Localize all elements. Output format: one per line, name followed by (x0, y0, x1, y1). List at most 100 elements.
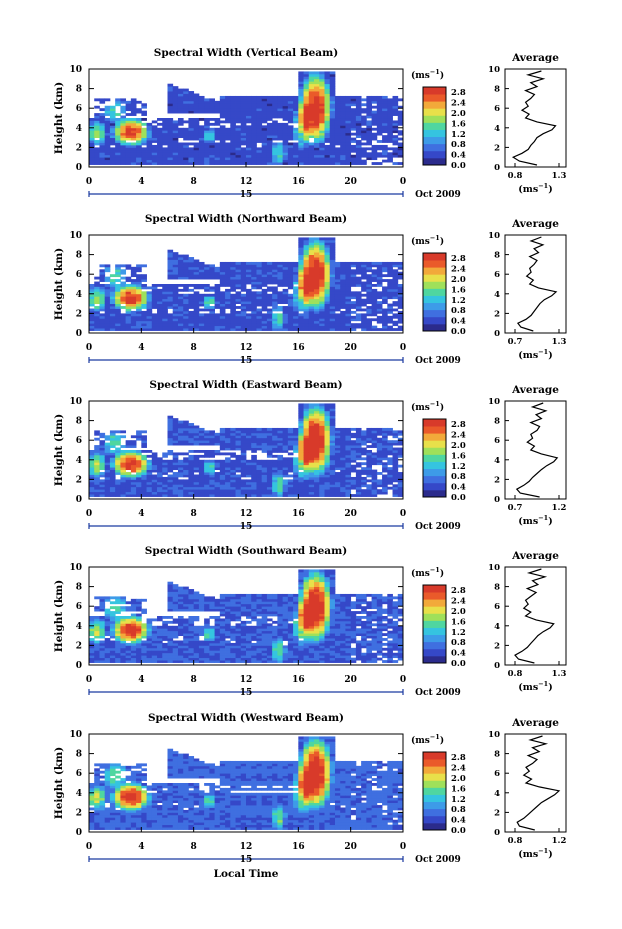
heatmap-cell (94, 296, 100, 300)
heatmap-cell (167, 152, 174, 156)
heatmap-cell (94, 633, 100, 636)
heatmap-cell (266, 135, 273, 138)
heatmap-cell (188, 261, 195, 265)
heatmap-cell (120, 154, 127, 158)
heatmap-cell (329, 259, 336, 263)
heatmap-cell (334, 286, 341, 290)
heatmap-cell (246, 274, 252, 278)
heatmap-cell (287, 308, 294, 312)
heatmap-cell (376, 118, 383, 121)
heatmap-cell (130, 137, 137, 141)
heatmap-cell (151, 154, 158, 158)
heatmap-cell (319, 313, 325, 317)
heatmap-cell (214, 144, 221, 148)
heatmap-cell (225, 301, 231, 304)
heatmap-cell (251, 445, 257, 448)
heatmap-cell (376, 132, 383, 136)
heatmap-cell (282, 484, 289, 488)
heatmap-cell (261, 284, 268, 287)
heatmap-cell (240, 494, 247, 497)
heatmap-cell (319, 469, 325, 473)
heatmap-cell (162, 149, 168, 153)
heatmap-cell (340, 298, 346, 302)
heatmap-cell (177, 288, 184, 292)
heatmap-cell (361, 154, 367, 158)
heatmap-cell (303, 462, 310, 466)
heatmap-cell (382, 450, 388, 453)
heatmap-cell (376, 152, 383, 156)
heatmap-cell (355, 264, 362, 268)
heatmap-cell (277, 486, 284, 490)
heatmap-cell (282, 325, 289, 329)
heatmap-cell (303, 118, 310, 121)
heatmap-cell (198, 152, 205, 156)
heatmap-cell (277, 494, 284, 497)
heatmap-cell (115, 113, 121, 116)
colorbar-tick-label: 2.4 (451, 99, 466, 109)
heatmap-cell (177, 257, 184, 260)
heatmap-cell (350, 95, 357, 99)
heatmap-cell (230, 462, 236, 466)
heatmap-cell (115, 633, 121, 636)
heatmap-cell (298, 298, 304, 302)
heatmap-cell (261, 430, 268, 434)
heatmap-cell (282, 308, 289, 312)
heatmap-cell (293, 113, 299, 116)
heatmap-cell (392, 328, 399, 331)
heatmap-cell (298, 410, 304, 414)
heatmap-cell (225, 154, 231, 158)
heatmap-cell (324, 159, 331, 163)
heatmap-cell (298, 86, 304, 89)
heatmap-cell (298, 462, 304, 466)
heatmap-cell (308, 306, 315, 309)
heatmap-cell (219, 491, 226, 495)
heatmap-cell (230, 303, 236, 307)
heatmap-cell (251, 159, 257, 163)
heatmap-cell (303, 450, 310, 453)
heatmap-cell (230, 454, 236, 458)
heatmap-cell (120, 464, 127, 468)
heatmap-cell (272, 454, 278, 458)
heatmap-cell (209, 147, 215, 151)
colorbar-tick-label: 0.0 (451, 493, 466, 503)
heatmap-cell (219, 313, 226, 317)
heatmap-cell (329, 405, 336, 409)
heatmap-cell (355, 296, 362, 300)
heatmap-cell (366, 120, 372, 124)
heatmap-cell (350, 459, 357, 463)
heatmap-cell (235, 264, 242, 268)
heatmap-cell (120, 276, 127, 280)
heatmap-cell (319, 462, 325, 466)
heatmap-cell (293, 469, 299, 473)
heatmap-cell (334, 479, 341, 483)
heatmap-cell (157, 144, 163, 148)
heatmap-cell (324, 303, 331, 307)
heatmap-cell (282, 310, 289, 314)
heatmap-cell (397, 98, 404, 102)
heatmap-cell (376, 489, 383, 493)
heatmap-cell (272, 132, 278, 136)
heatmap-cell (324, 408, 331, 412)
heatmap-cell (141, 437, 147, 441)
heatmap-cell (89, 476, 95, 480)
heatmap-cell (209, 462, 215, 466)
heatmap-cell (162, 454, 168, 458)
heatmap-cell (256, 325, 263, 329)
heatmap-cell (89, 288, 95, 292)
heatmap-cell (94, 437, 100, 441)
heatmap-cell (94, 325, 100, 329)
heatmap-cell (314, 144, 320, 148)
heatmap-cell (146, 293, 153, 297)
heatmap-cell (230, 472, 236, 475)
heatmap-cell (308, 457, 315, 461)
heatmap-cell (125, 489, 132, 493)
heatmap-cell (240, 157, 247, 161)
heatmap-cell (240, 110, 247, 114)
heatmap-cell (146, 323, 153, 327)
heatmap-cell (298, 244, 304, 248)
heatmap-cell (266, 318, 273, 322)
heatmap-cell (334, 486, 341, 490)
heatmap-cell (246, 115, 252, 119)
heatmap-cell (214, 303, 221, 307)
heatmap-cell (94, 616, 100, 619)
